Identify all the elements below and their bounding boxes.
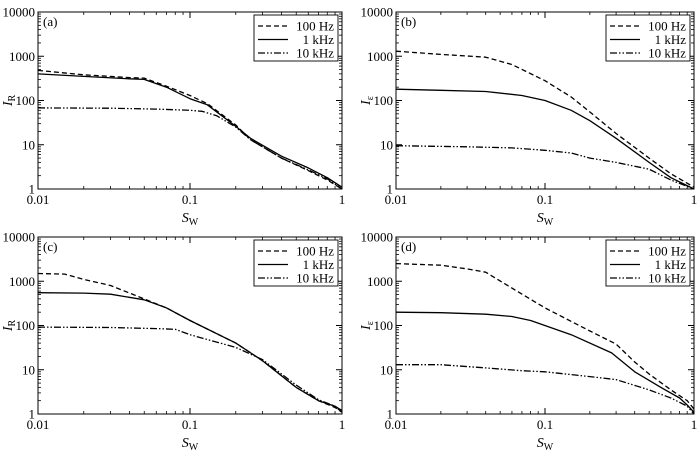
- series-line-100-hz: [37, 272, 343, 413]
- x-axis-label-sub: W: [189, 217, 199, 228]
- y-tick-label: 1: [29, 182, 36, 197]
- y-tick-label: 100: [16, 93, 36, 108]
- y-tick-label: 1000: [9, 49, 35, 64]
- panel-label: (b): [401, 14, 416, 29]
- x-tick-label: 0.01: [27, 192, 50, 207]
- y-axis-label-main: I: [1, 100, 16, 107]
- x-tick-label: 0.1: [182, 192, 198, 207]
- series-line-10-khz: [396, 364, 695, 415]
- legend-label: 100 Hz: [296, 19, 334, 34]
- legend-label: 10 kHz: [648, 271, 686, 286]
- x-axis-label-main: S: [537, 211, 544, 226]
- x-tick-label: 0.01: [385, 192, 408, 207]
- x-axis-label: SW: [537, 436, 554, 453]
- x-tick-label: 1: [691, 192, 698, 207]
- x-tick-label: 0.1: [537, 417, 553, 432]
- legend-label: 1 kHz: [655, 257, 687, 272]
- panel-1: 0.01 0.1 1 1 10 100 1000 10000 (a) 100 Hz1 kHz10 …: [1, 5, 345, 229]
- series-line-100-hz: [395, 50, 695, 188]
- y-axis-label-sub: R: [7, 95, 18, 102]
- y-axis-label: IR: [1, 95, 18, 108]
- y-axis-label-main: I: [1, 325, 16, 332]
- y-tick-label: 10: [22, 137, 35, 152]
- legend-label: 1 kHz: [655, 32, 687, 47]
- y-tick-label: 1: [387, 182, 394, 197]
- y-axis-label: Iε: [359, 321, 376, 331]
- x-axis-label: SW: [537, 211, 554, 228]
- x-axis-label-main: S: [537, 436, 544, 451]
- x-axis-label-main: S: [182, 436, 189, 451]
- y-axis-label-sub: R: [7, 320, 18, 327]
- series-line-100-hz: [395, 262, 695, 410]
- y-tick-label: 100: [16, 318, 36, 333]
- series-line-1-khz: [395, 88, 695, 190]
- x-tick-label: 0.1: [182, 417, 198, 432]
- panel-label: (d): [401, 239, 416, 254]
- y-tick-label: 100: [374, 93, 394, 108]
- y-tick-label: 100: [374, 318, 394, 333]
- y-tick-label: 1000: [367, 49, 393, 64]
- y-axis-label: IR: [1, 320, 18, 333]
- legend-label: 10 kHz: [296, 271, 334, 286]
- y-tick-label: 10: [380, 137, 393, 152]
- y-tick-label: 1000: [367, 274, 393, 289]
- x-tick-label: 0.01: [385, 417, 408, 432]
- y-axis-label-sub: ε: [365, 96, 376, 100]
- x-axis-label-main: S: [182, 211, 189, 226]
- series-line-100-hz: [37, 69, 343, 190]
- panel-3: 0.01 0.1 1 1 10 100 1000 10000 (c) 100 Hz1 kHz10 …: [1, 230, 345, 454]
- y-tick-label: 10: [22, 362, 35, 377]
- y-tick-label: 10000: [3, 230, 36, 245]
- y-tick-label: 10000: [361, 230, 394, 245]
- y-tick-label: 1000: [9, 274, 35, 289]
- legend-label: 100 Hz: [296, 244, 334, 259]
- y-tick-label: 10000: [3, 5, 36, 20]
- legend-label: 10 kHz: [296, 46, 334, 61]
- x-tick-label: 1: [339, 192, 346, 207]
- series-line-1-khz: [37, 292, 343, 412]
- series-line-1-khz: [37, 73, 343, 188]
- panel-2: 0.01 0.1 1 1 10 100 1000 10000 (b) 100 Hz1 kHz10 …: [359, 5, 697, 229]
- series-line-10-khz: [37, 326, 343, 413]
- series-line-10-khz: [37, 107, 343, 190]
- x-axis-label-sub: W: [189, 442, 199, 453]
- x-tick-label: 0.1: [537, 192, 553, 207]
- y-axis-label: Iε: [359, 96, 376, 106]
- x-axis-label-sub: W: [544, 217, 554, 228]
- y-axis-label-main: I: [359, 99, 374, 106]
- series-line-1-khz: [395, 311, 695, 413]
- legend-label: 100 Hz: [648, 244, 686, 259]
- x-tick-label: 1: [339, 417, 346, 432]
- y-tick-label: 10: [380, 362, 393, 377]
- y-tick-label: 1: [29, 407, 36, 422]
- legend-label: 1 kHz: [303, 257, 335, 272]
- x-axis-label: SW: [182, 436, 199, 453]
- panel-label: (c): [43, 239, 57, 254]
- y-axis-label-sub: ε: [365, 321, 376, 325]
- legend-label: 10 kHz: [648, 46, 686, 61]
- x-tick-label: 0.01: [27, 417, 50, 432]
- y-tick-label: 1: [387, 407, 394, 422]
- series-line-10-khz: [395, 145, 695, 190]
- legend-label: 1 kHz: [303, 32, 335, 47]
- panel-label: (a): [43, 14, 57, 29]
- y-tick-label: 10000: [361, 5, 394, 20]
- x-axis-label-sub: W: [544, 442, 554, 453]
- y-axis-label-main: I: [359, 324, 374, 331]
- legend-label: 100 Hz: [648, 19, 686, 34]
- panel-4: 0.01 0.1 1 1 10 100 1000 10000 (d) 100 Hz1 kHz10 …: [359, 230, 697, 454]
- x-tick-label: 1: [691, 417, 698, 432]
- x-axis-label: SW: [182, 211, 199, 228]
